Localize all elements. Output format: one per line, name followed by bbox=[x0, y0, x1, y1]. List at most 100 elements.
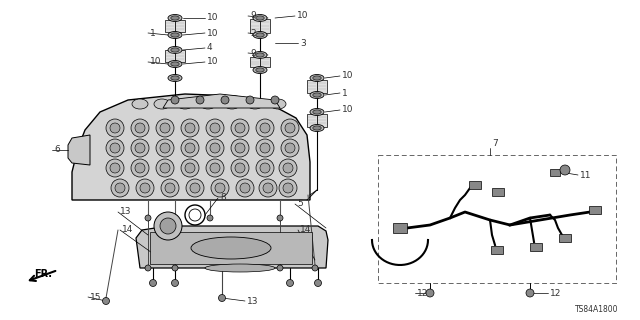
Text: 14: 14 bbox=[300, 226, 312, 235]
Circle shape bbox=[240, 183, 250, 193]
Circle shape bbox=[260, 143, 270, 153]
Circle shape bbox=[156, 159, 174, 177]
Bar bbox=[492, 188, 504, 196]
Bar bbox=[307, 114, 317, 127]
Bar bbox=[317, 114, 327, 127]
Ellipse shape bbox=[310, 108, 324, 116]
Text: 10: 10 bbox=[342, 71, 353, 81]
Circle shape bbox=[277, 265, 283, 271]
Bar bbox=[378, 155, 616, 283]
Ellipse shape bbox=[253, 14, 267, 21]
Circle shape bbox=[189, 209, 201, 221]
Circle shape bbox=[259, 179, 277, 197]
Text: 1: 1 bbox=[150, 28, 156, 37]
Text: 10: 10 bbox=[342, 106, 353, 115]
Circle shape bbox=[140, 183, 150, 193]
Ellipse shape bbox=[253, 52, 267, 59]
Circle shape bbox=[256, 139, 274, 157]
Circle shape bbox=[277, 215, 283, 221]
Circle shape bbox=[156, 119, 174, 137]
Ellipse shape bbox=[177, 99, 193, 109]
Circle shape bbox=[231, 159, 249, 177]
Text: 8: 8 bbox=[220, 194, 226, 203]
Circle shape bbox=[181, 139, 199, 157]
Bar bbox=[260, 57, 270, 67]
Ellipse shape bbox=[256, 53, 264, 57]
Bar bbox=[175, 20, 185, 32]
Circle shape bbox=[172, 215, 178, 221]
Circle shape bbox=[161, 179, 179, 197]
Circle shape bbox=[279, 179, 297, 197]
Circle shape bbox=[115, 183, 125, 193]
Circle shape bbox=[560, 165, 570, 175]
Circle shape bbox=[207, 215, 213, 221]
Circle shape bbox=[285, 143, 295, 153]
Ellipse shape bbox=[132, 99, 148, 109]
Text: 7: 7 bbox=[492, 139, 498, 148]
Text: 1: 1 bbox=[342, 89, 348, 98]
Ellipse shape bbox=[171, 48, 179, 52]
Circle shape bbox=[110, 123, 120, 133]
Ellipse shape bbox=[253, 67, 267, 74]
Circle shape bbox=[210, 123, 220, 133]
Circle shape bbox=[106, 159, 124, 177]
Circle shape bbox=[181, 159, 199, 177]
Ellipse shape bbox=[313, 93, 321, 97]
Bar bbox=[530, 243, 542, 251]
Ellipse shape bbox=[256, 33, 264, 37]
Circle shape bbox=[135, 123, 145, 133]
Circle shape bbox=[131, 139, 149, 157]
Circle shape bbox=[236, 179, 254, 197]
Circle shape bbox=[283, 163, 293, 173]
Bar bbox=[393, 223, 407, 233]
Bar bbox=[589, 206, 601, 214]
Bar bbox=[491, 246, 503, 254]
Circle shape bbox=[287, 279, 294, 286]
Text: 11: 11 bbox=[580, 171, 591, 180]
Ellipse shape bbox=[168, 14, 182, 21]
Circle shape bbox=[185, 143, 195, 153]
Circle shape bbox=[106, 139, 124, 157]
Text: 10: 10 bbox=[150, 58, 161, 67]
Text: 14: 14 bbox=[122, 226, 133, 235]
Bar bbox=[250, 19, 260, 33]
Circle shape bbox=[221, 96, 229, 104]
Polygon shape bbox=[68, 135, 90, 165]
Circle shape bbox=[218, 294, 225, 301]
Circle shape bbox=[246, 96, 254, 104]
Circle shape bbox=[206, 139, 224, 157]
Circle shape bbox=[110, 143, 120, 153]
Circle shape bbox=[211, 179, 229, 197]
Circle shape bbox=[135, 163, 145, 173]
Circle shape bbox=[231, 139, 249, 157]
Text: 5: 5 bbox=[297, 199, 303, 209]
Circle shape bbox=[106, 119, 124, 137]
Circle shape bbox=[190, 183, 200, 193]
Circle shape bbox=[235, 143, 245, 153]
Circle shape bbox=[196, 96, 204, 104]
Circle shape bbox=[235, 123, 245, 133]
Circle shape bbox=[256, 119, 274, 137]
Text: 10: 10 bbox=[207, 13, 218, 22]
Ellipse shape bbox=[313, 126, 321, 130]
Circle shape bbox=[526, 289, 534, 297]
Ellipse shape bbox=[168, 60, 182, 68]
Circle shape bbox=[283, 183, 293, 193]
Ellipse shape bbox=[205, 264, 275, 272]
Circle shape bbox=[185, 163, 195, 173]
Ellipse shape bbox=[154, 99, 170, 109]
Circle shape bbox=[263, 183, 273, 193]
Ellipse shape bbox=[256, 16, 264, 20]
Ellipse shape bbox=[310, 124, 324, 132]
Text: 9: 9 bbox=[250, 49, 256, 58]
Circle shape bbox=[145, 265, 151, 271]
Bar bbox=[550, 169, 560, 176]
Circle shape bbox=[285, 123, 295, 133]
Circle shape bbox=[235, 163, 245, 173]
Circle shape bbox=[136, 179, 154, 197]
Circle shape bbox=[279, 159, 297, 177]
Ellipse shape bbox=[200, 99, 216, 109]
Circle shape bbox=[160, 123, 170, 133]
Circle shape bbox=[131, 159, 149, 177]
Circle shape bbox=[312, 265, 318, 271]
